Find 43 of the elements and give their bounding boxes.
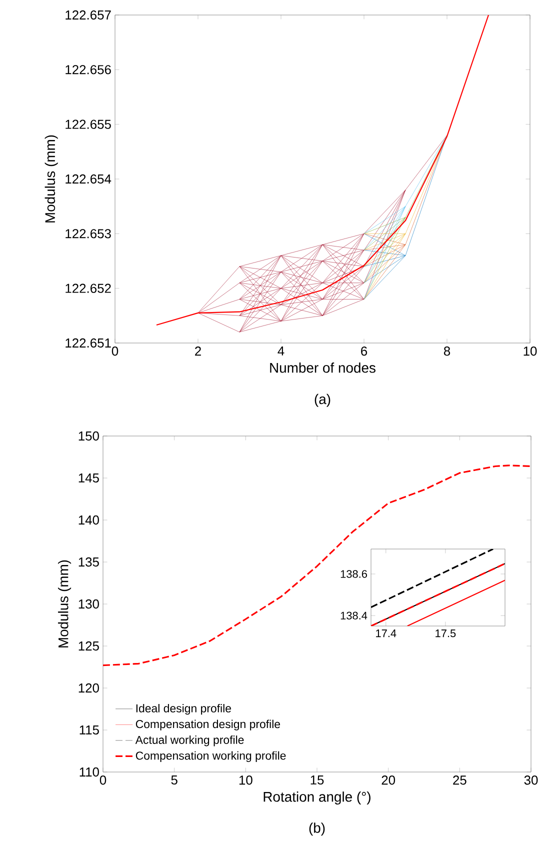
x-tick-label: 4 <box>278 346 284 356</box>
x-tick-label: 5 <box>171 776 178 785</box>
x-tick-label: 10 <box>524 346 537 356</box>
x-tick-label: 20 <box>382 776 396 785</box>
legend-label: Actual working profile <box>135 736 244 746</box>
y-tick-label: 115 <box>80 725 99 735</box>
legend-label: Compensation design profile <box>136 720 280 730</box>
y-tick-label: 122.652 <box>66 284 111 293</box>
y-tick-label: 138.4 <box>340 612 368 620</box>
y-tick-label: 138.6 <box>340 570 367 578</box>
x-tick-label: 8 <box>444 346 450 356</box>
x-tick-label: 15 <box>310 776 324 785</box>
x-tick-label: 0 <box>112 346 118 356</box>
y-tick-label: 110 <box>80 767 99 777</box>
y-tick-label: 122.656 <box>66 65 111 74</box>
x-tick-label: 30 <box>524 776 538 785</box>
y-tick-label: 122.657 <box>66 10 111 20</box>
x-tick-label: 10 <box>239 776 252 785</box>
y-axis-title: Modulus (mm) <box>44 135 58 222</box>
x-axis-title: Number of nodes <box>270 362 376 373</box>
y-tick-label: 122.653 <box>66 229 111 238</box>
text: (b) <box>309 822 325 836</box>
y-tick-label: 125 <box>78 641 99 651</box>
y-axis-title: Modulus (mm) <box>58 560 72 648</box>
y-tick-label: 140 <box>78 515 99 525</box>
legend-label: Compensation working profile <box>136 751 286 762</box>
x-axis-title: Rotation angle (°) <box>264 792 370 805</box>
x-tick-label: 25 <box>453 776 466 785</box>
y-tick-label: 122.655 <box>66 120 111 129</box>
y-tick-label: 145 <box>78 473 99 483</box>
x-tick-label: 2 <box>195 346 201 356</box>
y-tick-label: 122.654 <box>66 174 112 184</box>
y-tick-label: 120 <box>78 683 99 693</box>
y-tick-label: 150 <box>78 431 99 441</box>
y-tick-label: 130 <box>78 599 99 609</box>
x-tick-label: 17.5 <box>436 630 456 638</box>
x-tick-label: 0 <box>100 776 106 785</box>
legend-label: Ideal design profile <box>136 704 231 715</box>
x-tick-label: 6 <box>361 346 368 356</box>
x-tick-label: 17.4 <box>376 630 396 638</box>
y-tick-label: 122.651 <box>66 338 111 348</box>
text: (a) <box>314 394 330 407</box>
y-tick-label: 135 <box>78 557 99 567</box>
